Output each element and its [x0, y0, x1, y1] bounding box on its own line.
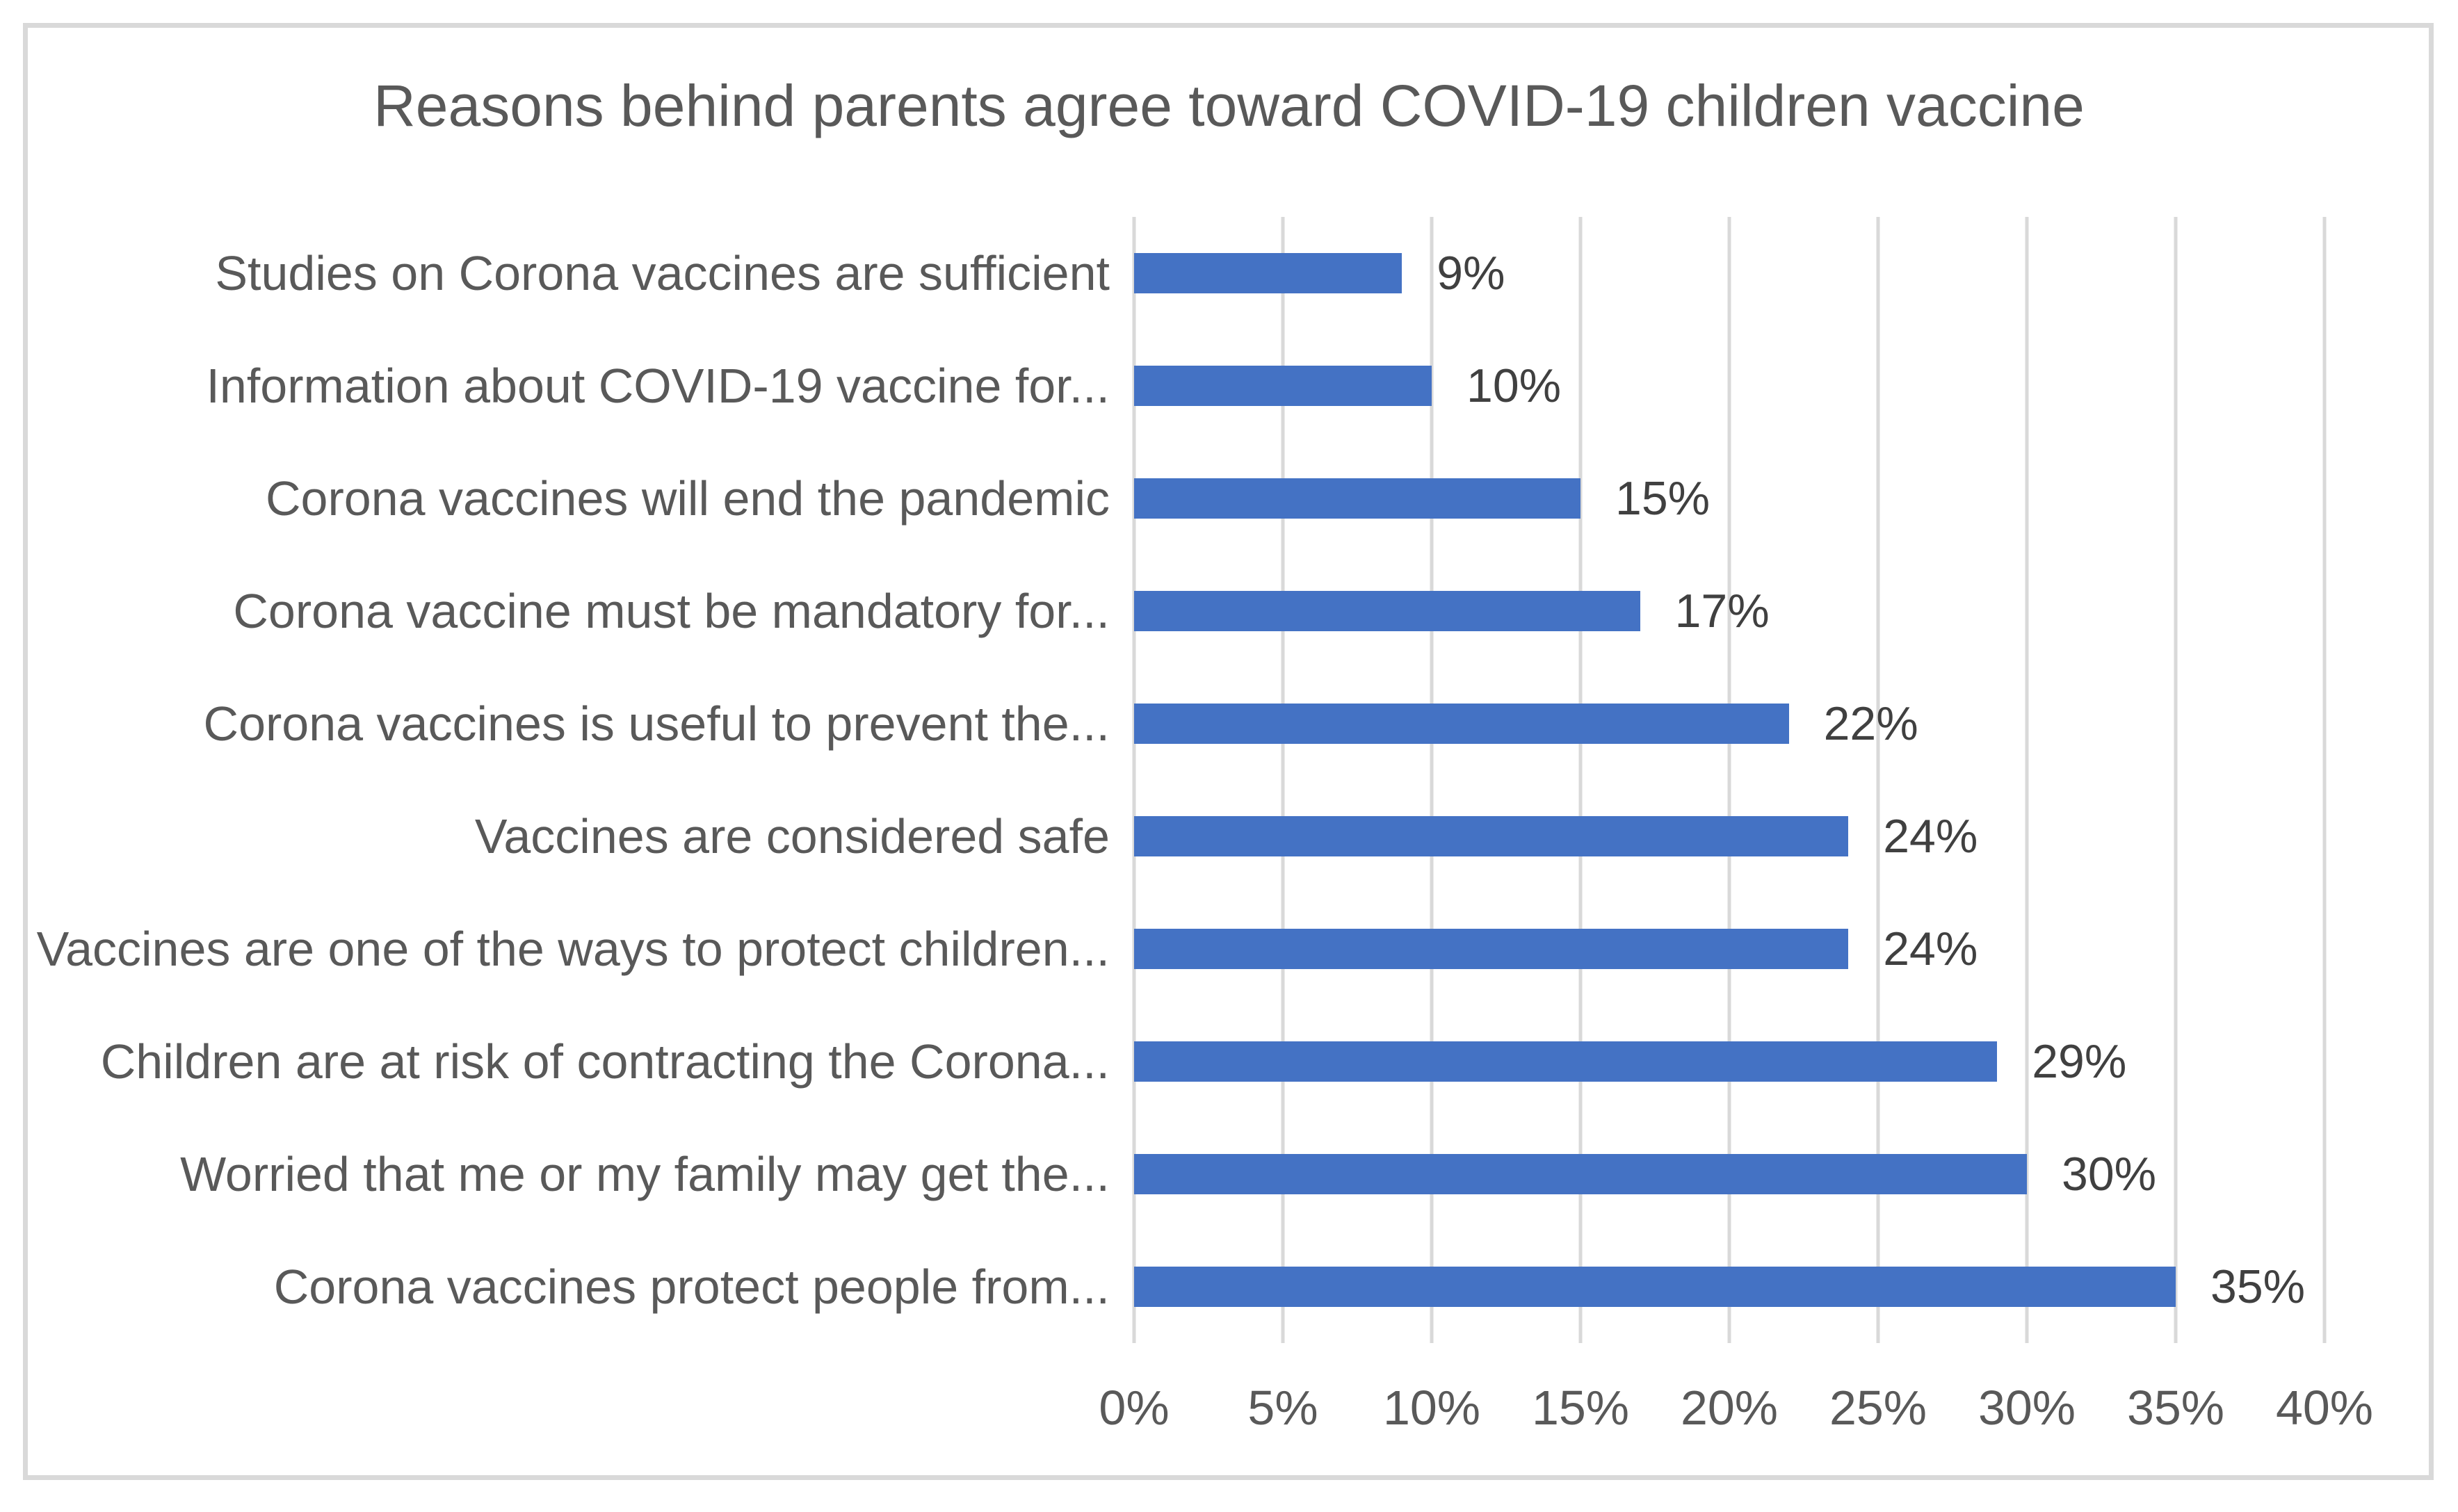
data-label: 15% [1615, 472, 1711, 525]
bar-row: 35% [1134, 1230, 2324, 1343]
bar [1134, 704, 1789, 744]
gridline [1578, 217, 1583, 1343]
category-label: Corona vaccines is useful to prevent the… [203, 697, 1110, 751]
x-tick-label: 20% [1680, 1381, 1779, 1435]
bar [1134, 1041, 1998, 1082]
category-label: Children are at risk of contracting the … [100, 1034, 1110, 1089]
gridline [1727, 217, 1731, 1343]
x-tick-label: 0% [1099, 1381, 1170, 1435]
gridline [1430, 217, 1434, 1343]
bar [1134, 478, 1580, 519]
gridline [1876, 217, 1880, 1343]
plot-area: 9% 10% 15% 17% 22% 24% 24% 29% 30% 35% [1132, 217, 2327, 1343]
gridline [2174, 217, 2178, 1343]
bar-row: 15% [1134, 442, 2324, 555]
category-label: Vaccines are considered safe [474, 809, 1110, 863]
bar-row: 10% [1134, 330, 2324, 442]
bar [1134, 366, 1432, 406]
value-axis: 0% 5% 10% 15% 20% 25% 30% 35% 40% [1099, 1380, 2373, 1449]
x-tick-label: 10% [1382, 1381, 1481, 1435]
data-label: 10% [1466, 359, 1562, 412]
bar [1134, 1154, 2027, 1194]
chart-title: Reasons behind parents agree toward COVI… [373, 73, 2085, 138]
data-label: 35% [2210, 1260, 2306, 1313]
category-label: Corona vaccine must be mandatory for... [233, 584, 1110, 638]
category-label: Vaccines are one of the ways to protect … [36, 922, 1110, 976]
x-tick-label: 5% [1247, 1381, 1318, 1435]
bar [1134, 1267, 2176, 1307]
bar [1134, 929, 1849, 969]
x-tick-label: 25% [1829, 1381, 1927, 1435]
data-label: 22% [1823, 697, 1918, 750]
data-label: 24% [1883, 810, 1978, 863]
x-tick-label: 30% [1978, 1381, 2076, 1435]
gridline [2025, 217, 2029, 1343]
bar [1134, 253, 1402, 293]
category-label: Corona vaccines protect people from... [273, 1260, 1110, 1314]
data-label: 30% [2062, 1148, 2157, 1201]
category-label: Studies on Corona vaccines are sufficien… [215, 246, 1110, 300]
bar-row: 24% [1134, 893, 2324, 1005]
bar [1134, 591, 1640, 631]
gridline [2322, 217, 2327, 1343]
category-axis: Studies on Corona vaccines are sufficien… [28, 217, 1110, 1343]
gridline [1132, 217, 1136, 1343]
data-label: 9% [1437, 247, 1505, 300]
bar-row: 22% [1134, 667, 2324, 780]
gridline [1281, 217, 1285, 1343]
bar-row: 17% [1134, 555, 2324, 667]
data-label: 29% [2032, 1035, 2127, 1088]
category-label: Corona vaccines will end the pandemic [266, 471, 1110, 526]
bar-row: 29% [1134, 1005, 2324, 1118]
x-tick-label: 15% [1531, 1381, 1630, 1435]
bar [1134, 816, 1849, 856]
category-label: Worried that me or my family may get the… [180, 1147, 1110, 1201]
data-label: 24% [1883, 922, 1978, 975]
bar-row: 24% [1134, 780, 2324, 893]
category-label: Information about COVID-19 vaccine for..… [206, 359, 1110, 413]
bar-row: 30% [1134, 1118, 2324, 1230]
x-tick-label: 35% [2126, 1381, 2225, 1435]
data-label: 17% [1674, 585, 1770, 637]
bar-row: 9% [1134, 217, 2324, 330]
x-tick-label: 40% [2275, 1381, 2374, 1435]
